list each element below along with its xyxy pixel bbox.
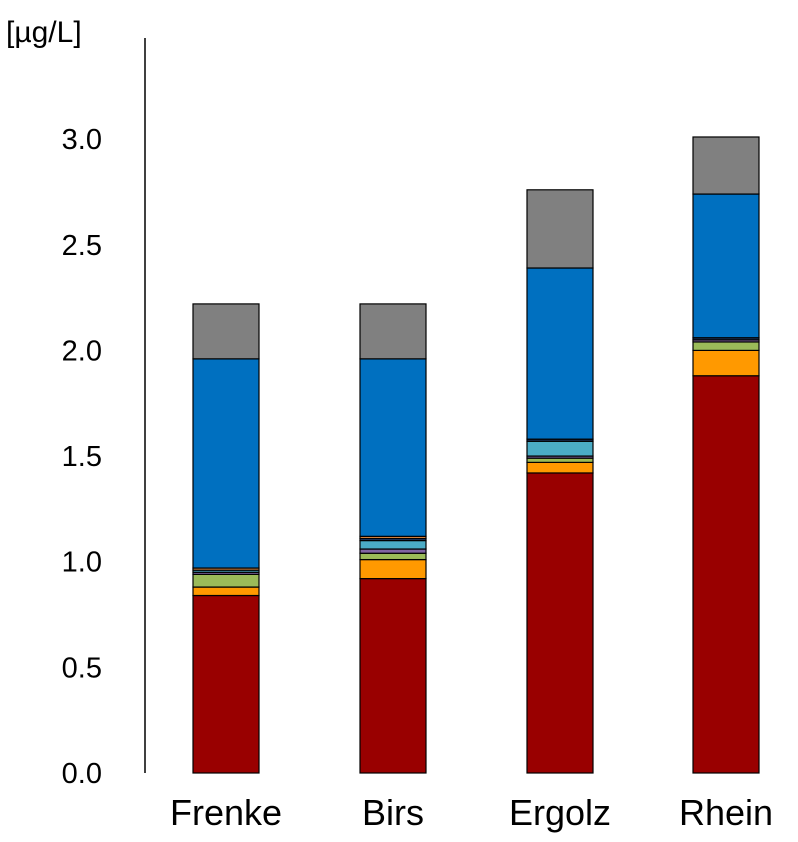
bar-segment: [526, 461, 594, 474]
bar-segment: [526, 267, 594, 440]
bar-segment: [192, 358, 260, 569]
y-tick-label: 0.5: [62, 652, 102, 684]
bar-segment: [526, 440, 594, 457]
bar-segment: [692, 136, 760, 195]
bar-segment: [192, 573, 260, 588]
bar-segment: [359, 303, 427, 360]
bar-segment: [692, 375, 760, 774]
category-label: Frenke: [170, 792, 282, 833]
stacked-bars: [192, 136, 760, 774]
y-tick-label: 3.0: [62, 124, 102, 156]
bar-segment: [526, 472, 594, 774]
category-labels: Frenke Birs Ergolz Rhein: [170, 792, 773, 833]
bar-segment: [526, 457, 594, 463]
bar-segment: [359, 548, 427, 554]
y-tick-labels: 0.0 0.5 1.0 1.5 2.0 2.5 3.0: [62, 124, 102, 790]
y-tick-label: 2.5: [62, 230, 102, 262]
bar-segment: [359, 358, 427, 537]
category-label: Birs: [362, 792, 424, 833]
bar-segment: [192, 586, 260, 597]
bar-segment: [192, 303, 260, 360]
bar-segment: [359, 558, 427, 580]
bar-segment: [526, 189, 594, 269]
category-label: Rhein: [679, 792, 773, 833]
bar-segment: [359, 552, 427, 561]
y-tick-label: 1.5: [62, 441, 102, 473]
bar-segment: [692, 193, 760, 339]
bar-segment: [692, 349, 760, 377]
category-label: Ergolz: [509, 792, 611, 833]
bar-segment: [359, 539, 427, 550]
y-tick-label: 1.0: [62, 547, 102, 579]
bar-segment: [692, 341, 760, 351]
bar-segment: [359, 578, 427, 774]
y-axis-unit-label: [µg/L]: [6, 16, 82, 49]
y-tick-label: 0.0: [62, 758, 102, 790]
bar-segment: [192, 594, 260, 774]
y-tick-label: 2.0: [62, 335, 102, 367]
